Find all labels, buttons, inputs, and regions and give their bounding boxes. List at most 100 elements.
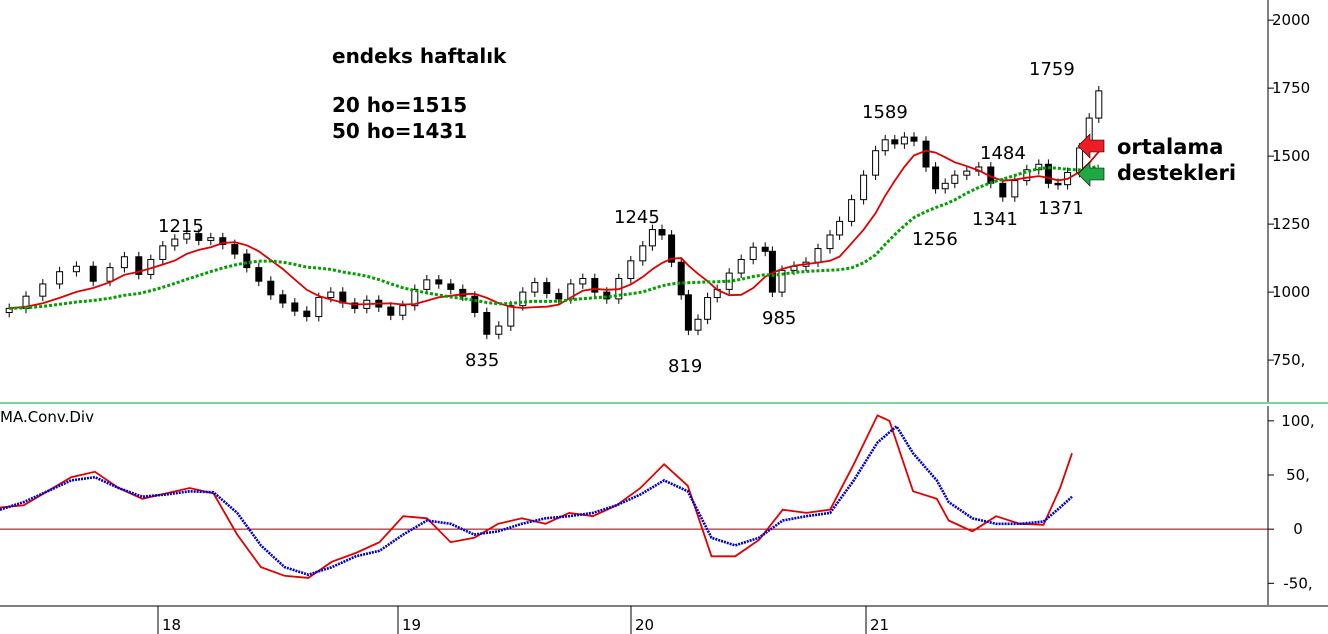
candle	[579, 278, 587, 285]
candle	[351, 302, 359, 309]
candle	[459, 288, 467, 297]
candle	[195, 233, 203, 241]
candle	[315, 297, 323, 318]
annotation-1245: 1245	[614, 207, 660, 228]
candle	[963, 170, 971, 176]
candle	[543, 282, 551, 294]
candle	[848, 199, 856, 222]
candle	[120, 256, 128, 269]
macd-y-tick-label: 0	[1293, 520, 1303, 538]
candle	[507, 305, 515, 327]
candle	[684, 294, 692, 331]
annotation-1215: 1215	[158, 216, 204, 237]
candle	[387, 306, 395, 316]
candle	[89, 265, 97, 282]
candle	[5, 307, 13, 313]
chart-title: endeks haftalık	[332, 44, 507, 68]
candle	[658, 229, 666, 236]
ma50-line	[9, 164, 1100, 310]
moving-average-lines	[9, 149, 1100, 310]
annotation-1371: 1371	[1038, 198, 1084, 219]
candle	[183, 233, 191, 240]
candle	[555, 292, 563, 300]
candle	[749, 246, 757, 260]
x-tick-label: 21	[870, 616, 889, 634]
side-note-line-2: destekleri	[1117, 161, 1237, 185]
candle	[677, 261, 685, 296]
candle	[836, 220, 844, 236]
candle	[435, 279, 443, 285]
candle	[639, 245, 647, 262]
candle	[922, 140, 930, 168]
candle	[171, 238, 179, 247]
ma50-label: 50 ho=1431	[332, 119, 468, 143]
annotation-1589: 1589	[862, 102, 908, 123]
candle	[999, 182, 1007, 198]
candle	[900, 136, 908, 145]
signal-line	[0, 424, 1073, 577]
candle	[627, 260, 635, 280]
annotation-819: 819	[668, 356, 703, 377]
annotation-1484: 1484	[980, 143, 1026, 164]
candle	[243, 253, 251, 269]
y-tick-label: 1000	[1272, 283, 1310, 301]
x-tick-label: 19	[402, 616, 421, 634]
price-axis: 2000 1750 1500 1250 1000 750,	[0, 0, 1328, 404]
annotation-835: 835	[465, 350, 500, 371]
candle	[519, 291, 527, 307]
time-axis: 18 19 20 21	[0, 605, 1328, 634]
macd-y-tick-label: -50,	[1283, 574, 1312, 592]
x-tick-label: 20	[635, 616, 654, 634]
annotation-1759: 1759	[1029, 59, 1075, 80]
candle	[255, 267, 263, 282]
ma20-label: 20 ho=1515	[332, 93, 468, 117]
candle	[1023, 169, 1031, 182]
candle	[826, 234, 834, 250]
candle	[941, 182, 949, 190]
macd-y-tick-label: 50,	[1286, 466, 1310, 484]
candle	[1011, 180, 1019, 198]
support-arrows	[1077, 133, 1105, 187]
candle	[56, 271, 64, 285]
candle	[1095, 90, 1103, 119]
candle	[291, 302, 299, 312]
candle	[761, 246, 769, 252]
candle	[1054, 182, 1062, 186]
candle	[668, 234, 676, 263]
candle	[881, 139, 889, 152]
green-arrow-icon	[1077, 161, 1105, 187]
candle	[423, 279, 431, 290]
macd-y-tick-label: 100,	[1281, 412, 1314, 430]
x-tick-label: 18	[162, 616, 181, 634]
candle	[231, 244, 239, 255]
candle	[411, 288, 419, 307]
candle	[279, 294, 287, 304]
candle	[694, 318, 702, 331]
candle	[327, 291, 335, 299]
y-tick-label: 1500	[1272, 147, 1310, 165]
macd-lines	[0, 414, 1073, 579]
price-candles	[5, 85, 1103, 340]
candle	[495, 325, 503, 335]
y-tick-label: 1250	[1272, 215, 1310, 233]
candle	[860, 174, 868, 201]
annotation-1256: 1256	[912, 229, 958, 250]
candle	[471, 295, 479, 313]
candle	[267, 280, 275, 296]
candle	[106, 267, 114, 282]
annotation-1341: 1341	[972, 209, 1018, 230]
candle	[932, 166, 940, 190]
candle	[72, 265, 80, 273]
candle	[891, 139, 899, 145]
candle	[814, 248, 822, 263]
candle	[648, 229, 656, 247]
candle	[872, 150, 880, 176]
red-arrow-icon	[1077, 133, 1105, 159]
y-tick-label: 1750	[1272, 79, 1310, 97]
candle	[737, 258, 745, 274]
candle	[303, 310, 311, 318]
candle	[219, 237, 227, 246]
macd-panel-title: MA.Conv.Div	[0, 408, 94, 426]
candle	[591, 278, 599, 293]
